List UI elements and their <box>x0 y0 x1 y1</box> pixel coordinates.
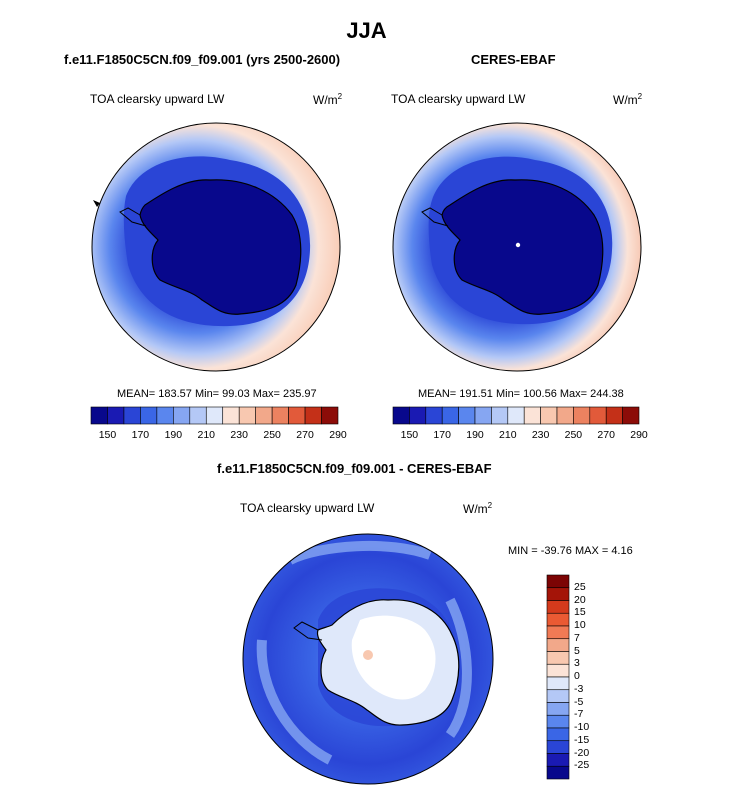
panel-diff-colorbar-tick: -10 <box>574 721 590 733</box>
panel-diff-colorbar-box <box>546 663 570 678</box>
panel-diff-colorbar-tick: 10 <box>574 619 586 631</box>
panel-diff-colorbar-tick: -25 <box>574 759 590 772</box>
panel-obs-colorbar-box <box>622 406 640 425</box>
panel-diff-colorbar-box <box>546 612 570 627</box>
panel-obs-colorbar-tick: 150 <box>400 429 419 441</box>
panel-model-colorbar-tick: 170 <box>131 429 150 441</box>
season-title: JJA <box>346 18 387 43</box>
panel-diff-border <box>242 533 494 785</box>
panel-diff-stats: MIN = -39.76 MAX = 4.16 <box>508 545 633 557</box>
panel-obs-colorbar-tick: 270 <box>597 429 615 441</box>
panel-diff-colorbar-box <box>546 625 570 640</box>
panel-diff-outer-light-band <box>256 540 472 765</box>
panel-model-south-america-tip <box>93 200 100 207</box>
panel-obs-peninsula <box>421 207 449 227</box>
panel-obs-title: CERES-EBAF <box>471 52 556 67</box>
panel-diff-interior-white <box>351 615 436 700</box>
panel-model-colorbar-tick: 210 <box>197 429 216 441</box>
panel-model-title: f.e11.F1850C5CN.f09_f09.001 (yrs 2500-26… <box>64 52 341 67</box>
panel-obs-pole-dot <box>515 242 521 248</box>
panel-diff-colorbar-tick: 3 <box>574 657 580 670</box>
panel-obs-antarctica <box>441 179 604 315</box>
panel-obs-colorbar-tick: 170 <box>433 429 451 441</box>
panel-model-antarctica <box>139 179 302 315</box>
panel-diff-colorbar-tick: 20 <box>574 593 586 606</box>
panel-model-colorbar-tick: 290 <box>329 429 347 441</box>
panel-diff-colorbar-tick: -7 <box>574 708 584 721</box>
panel-diff-colorbar-box <box>546 574 570 589</box>
panel-diff-colorbar-box <box>546 587 570 601</box>
panel-model-colorbar-tick: 190 <box>164 429 183 441</box>
panel-diff-colorbar-tick: 5 <box>574 644 580 657</box>
panel-model-colorbar-box <box>321 406 339 425</box>
panel-model-colorbar-tick: 150 <box>98 429 117 441</box>
panel-diff-peninsula <box>293 621 323 641</box>
panel-diff-colorbar-box <box>546 689 570 703</box>
panel-diff-colorbar-tick: -5 <box>574 695 584 708</box>
panel-diff-pole-warm <box>363 650 373 660</box>
panel-diff-colorbar-box <box>546 651 570 665</box>
panel-diff-title: f.e11.F1850C5CN.f09_f09.001 - CERES-EBAF <box>217 461 492 476</box>
panel-model-colorbar-tick: 270 <box>296 429 314 441</box>
panel-diff-colorbar-tick: -3 <box>574 682 584 695</box>
panel-diff-colorbar-tick: -20 <box>574 746 590 759</box>
panel-model-border <box>91 122 341 372</box>
panel-obs-colorbar-tick: 230 <box>531 429 550 441</box>
panel-diff-colorbar-box <box>546 600 570 614</box>
panel-model-variable: TOA clearsky upward LW <box>90 92 225 106</box>
panel-obs-colorbar-tick: 250 <box>564 429 583 441</box>
panel-diff-colorbar-box <box>546 765 570 780</box>
panel-diff-units: W/m2 <box>463 501 493 516</box>
panel-model-colorbar-tick: 250 <box>263 429 281 441</box>
panel-diff-colorbar-box <box>546 727 570 742</box>
panel-obs-variable: TOA clearsky upward LW <box>391 92 526 106</box>
panel-model-peninsula <box>119 207 147 227</box>
panel-obs-colorbar-tick: 190 <box>466 429 484 441</box>
panel-obs-stats: MEAN= 191.51 Min= 100.56 Max= 244.38 <box>418 388 624 400</box>
panel-obs-colorbar-tick: 290 <box>630 429 648 441</box>
panel-diff-colorbar-tick: 25 <box>574 580 586 593</box>
panel-diff-colorbar-tick: 15 <box>574 606 586 619</box>
panel-diff-colorbar-box <box>546 676 570 691</box>
panel-model-colorbar-tick: 230 <box>230 429 248 441</box>
panel-diff-colorbar-tick: 0 <box>574 670 580 682</box>
panel-obs-colorbar-tick: 210 <box>499 429 517 441</box>
panel-diff-colorbar-box <box>546 740 570 754</box>
panel-diff-colorbar-box <box>546 714 570 729</box>
panel-diff-colorbar-box <box>546 702 570 716</box>
panel-diff-colorbar-tick: 7 <box>574 631 580 644</box>
panel-obs-border <box>392 122 642 372</box>
panel-diff-variable: TOA clearsky upward LW <box>240 501 375 515</box>
panel-model-stats: MEAN= 183.57 Min= 99.03 Max= 235.97 <box>117 388 317 400</box>
panel-diff-colorbar-box <box>546 638 570 652</box>
panel-diff-colorbar-tick: -15 <box>574 733 590 746</box>
panel-diff-colorbar-box <box>546 753 570 767</box>
panel-obs-units: W/m2 <box>613 92 643 107</box>
panel-model-units: W/m2 <box>313 92 343 107</box>
